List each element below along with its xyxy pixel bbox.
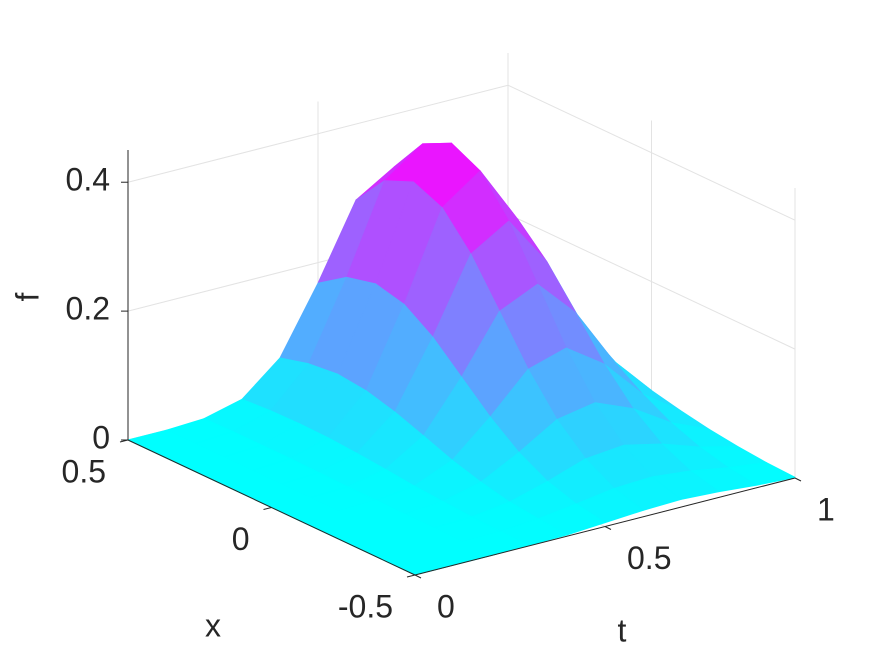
z-tick-label: 0.2 [66, 291, 110, 327]
x-axis-label: x [205, 607, 221, 643]
tick-mark [414, 574, 422, 579]
y-tick-label: 0.5 [627, 540, 671, 576]
z-tick-label: 0 [92, 419, 110, 455]
tick-mark [604, 526, 612, 530]
tick-mark [263, 507, 272, 510]
z-tick-label: 0.4 [66, 162, 110, 198]
f-axis-label: f [9, 292, 45, 301]
x-tick-label: 0.5 [62, 453, 106, 489]
t-axis-label: t [618, 612, 627, 648]
y-tick-label: 1 [817, 491, 835, 527]
y-tick-label: 0 [437, 588, 455, 624]
x-tick-label: 0 [232, 521, 250, 557]
tick-mark [406, 574, 416, 578]
x-tick-label: -0.5 [338, 588, 393, 624]
tick-mark [794, 477, 802, 482]
tick-mark [119, 439, 129, 443]
